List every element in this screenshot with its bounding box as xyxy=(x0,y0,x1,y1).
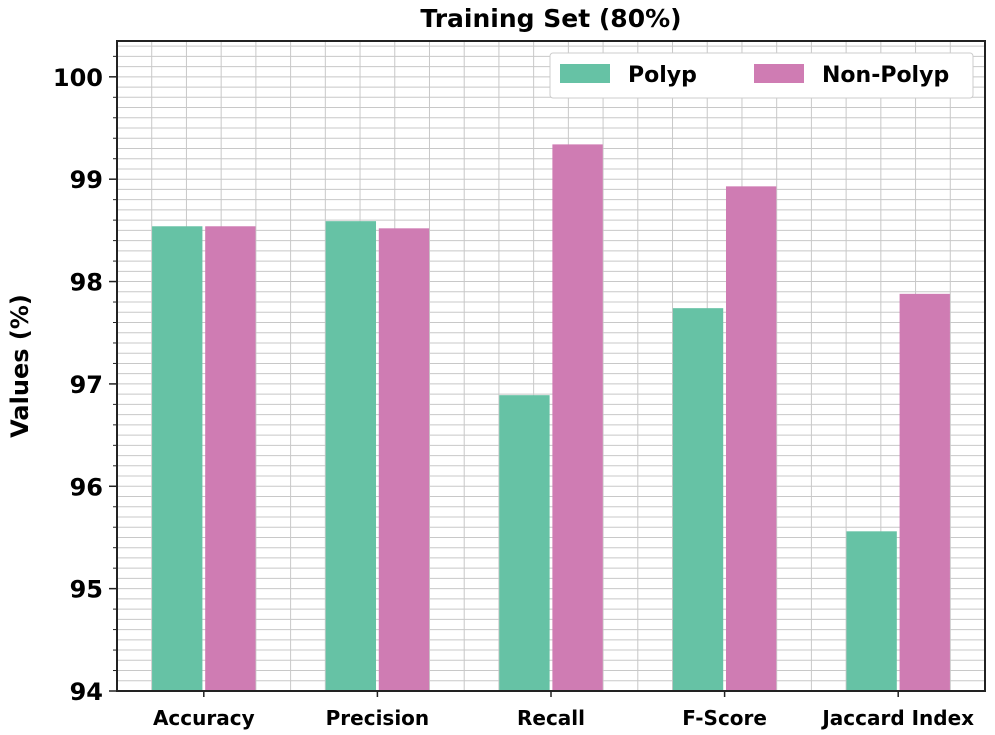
bar-polyp xyxy=(325,221,377,692)
axes: Accuracy Precision Recall F-Score Jaccard In… xyxy=(53,55,974,730)
bar-polyp xyxy=(846,531,897,691)
legend: Polyp Non-Polyp xyxy=(549,52,974,99)
bar-non-polyp xyxy=(552,144,603,691)
y-tick-label: 98 xyxy=(70,269,103,297)
bar-non-polyp xyxy=(725,186,777,692)
grid xyxy=(117,41,985,692)
y-tick-label: 97 xyxy=(70,371,103,399)
y-tick-label: 99 xyxy=(70,166,103,194)
legend-label-non-polyp: Non-Polyp xyxy=(822,63,949,88)
bar-non-polyp xyxy=(899,293,950,691)
bar-non-polyp xyxy=(378,228,430,692)
legend-swatch-polyp xyxy=(560,64,610,83)
x-tick-label: Jaccard Index xyxy=(820,706,974,730)
x-tick-label: F-Score xyxy=(682,706,767,730)
bar-polyp xyxy=(152,226,203,692)
y-tick-label: 100 xyxy=(53,64,103,92)
x-tick-label: Precision xyxy=(326,706,430,730)
legend-label-polyp: Polyp xyxy=(628,63,697,88)
chart-title: Training Set (80%) xyxy=(420,4,681,33)
x-tick-label: Accuracy xyxy=(153,706,255,730)
y-tick-label: 94 xyxy=(70,678,103,706)
bars xyxy=(152,144,950,692)
bar-non-polyp xyxy=(205,226,256,692)
y-axis-label: Values (%) xyxy=(6,294,34,438)
y-tick-label: 96 xyxy=(70,473,103,501)
x-tick-label: Recall xyxy=(517,706,585,730)
bar-polyp xyxy=(672,308,724,691)
bar-polyp xyxy=(499,395,550,691)
legend-swatch-non-polyp xyxy=(754,64,804,83)
y-tick-label: 95 xyxy=(70,576,103,604)
